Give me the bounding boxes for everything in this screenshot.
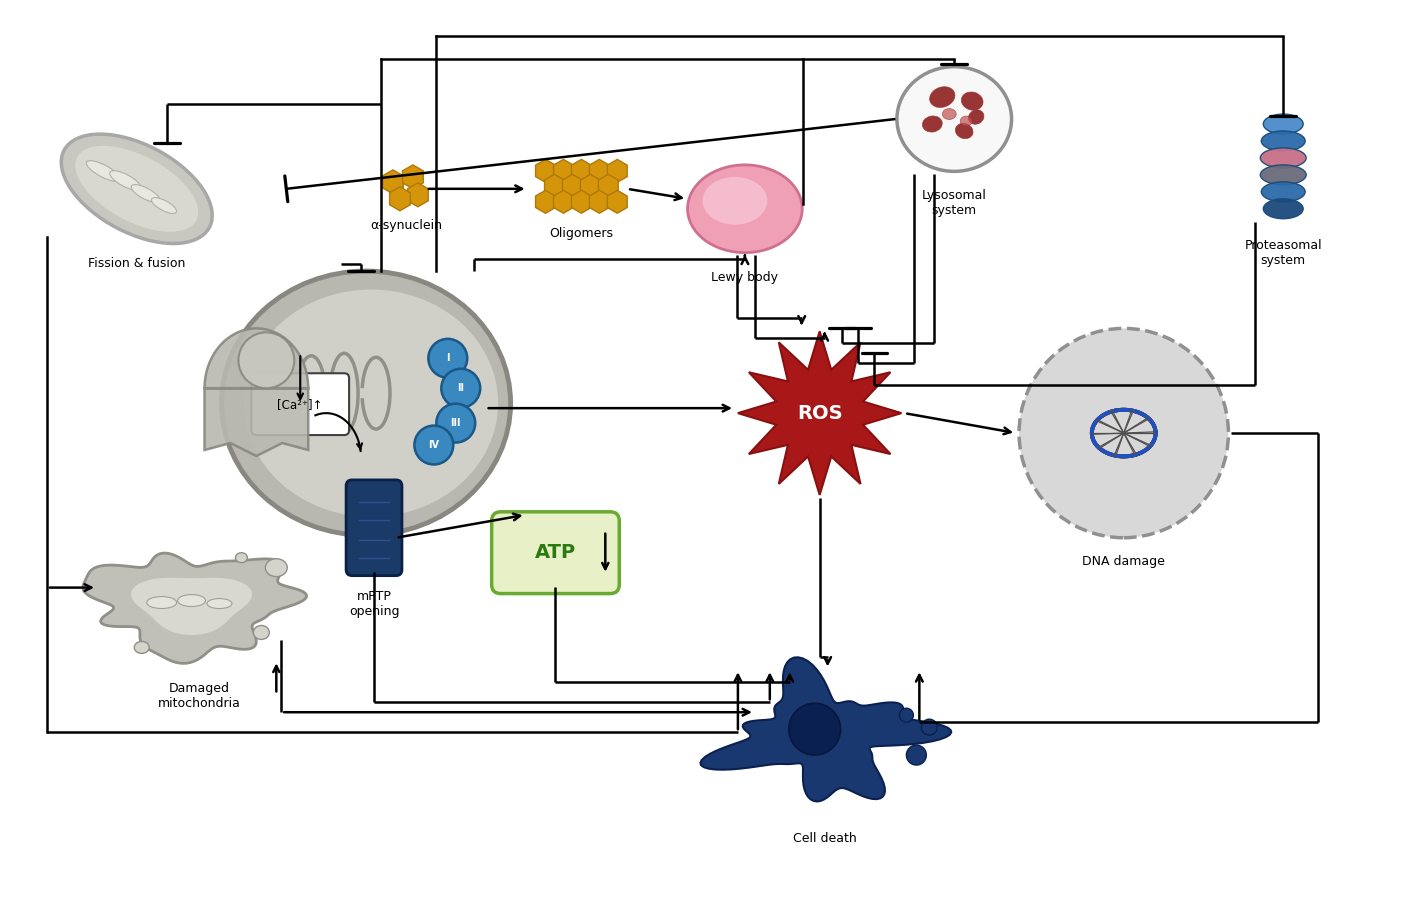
Ellipse shape xyxy=(956,123,973,139)
Text: ROS: ROS xyxy=(797,404,843,423)
Ellipse shape xyxy=(942,109,956,120)
Ellipse shape xyxy=(960,116,973,126)
Polygon shape xyxy=(82,553,306,664)
Polygon shape xyxy=(738,331,902,495)
Polygon shape xyxy=(599,174,619,197)
Polygon shape xyxy=(382,170,404,194)
Polygon shape xyxy=(408,183,428,206)
Ellipse shape xyxy=(969,110,984,124)
Ellipse shape xyxy=(147,596,177,609)
Polygon shape xyxy=(562,174,582,197)
Circle shape xyxy=(922,719,937,735)
Circle shape xyxy=(429,339,467,378)
Polygon shape xyxy=(535,160,555,183)
Circle shape xyxy=(899,708,913,722)
Circle shape xyxy=(789,703,841,755)
Ellipse shape xyxy=(177,594,205,606)
Ellipse shape xyxy=(1263,199,1303,219)
Text: Lysosomal
system: Lysosomal system xyxy=(922,189,987,216)
Polygon shape xyxy=(572,160,592,183)
Text: mPTP
opening: mPTP opening xyxy=(348,590,399,617)
FancyBboxPatch shape xyxy=(252,373,350,436)
Circle shape xyxy=(238,332,295,388)
Polygon shape xyxy=(389,187,411,211)
Ellipse shape xyxy=(702,177,767,225)
Ellipse shape xyxy=(135,642,149,654)
Ellipse shape xyxy=(86,161,120,182)
Ellipse shape xyxy=(244,289,498,517)
Ellipse shape xyxy=(132,184,160,203)
Polygon shape xyxy=(204,329,309,456)
Ellipse shape xyxy=(207,599,232,609)
Ellipse shape xyxy=(265,559,287,577)
Ellipse shape xyxy=(922,116,942,132)
Polygon shape xyxy=(554,160,573,183)
Polygon shape xyxy=(132,578,252,635)
Ellipse shape xyxy=(1262,131,1306,151)
Polygon shape xyxy=(554,190,573,214)
Ellipse shape xyxy=(1260,165,1306,184)
Polygon shape xyxy=(581,174,600,197)
Ellipse shape xyxy=(961,92,983,110)
Polygon shape xyxy=(607,190,627,214)
Polygon shape xyxy=(589,160,609,183)
Text: Fission & fusion: Fission & fusion xyxy=(88,257,185,269)
Ellipse shape xyxy=(1260,148,1306,168)
Circle shape xyxy=(415,425,453,465)
Ellipse shape xyxy=(61,134,212,244)
Text: IV: IV xyxy=(428,440,439,450)
Polygon shape xyxy=(535,190,555,214)
Text: Lewy body: Lewy body xyxy=(711,270,779,284)
FancyBboxPatch shape xyxy=(491,512,619,593)
Ellipse shape xyxy=(1263,114,1303,134)
Ellipse shape xyxy=(688,165,803,253)
Circle shape xyxy=(906,745,926,765)
Text: α-synuclein: α-synuclein xyxy=(370,219,442,232)
Text: Damaged
mitochondria: Damaged mitochondria xyxy=(159,682,241,710)
Ellipse shape xyxy=(109,171,142,190)
Text: II: II xyxy=(457,383,464,394)
Ellipse shape xyxy=(235,552,248,562)
Polygon shape xyxy=(572,190,592,214)
Polygon shape xyxy=(402,165,423,189)
Text: Cell death: Cell death xyxy=(793,832,857,845)
Text: DNA damage: DNA damage xyxy=(1082,555,1165,568)
Ellipse shape xyxy=(152,197,177,214)
Polygon shape xyxy=(545,174,565,197)
Ellipse shape xyxy=(75,146,198,232)
Ellipse shape xyxy=(221,271,511,535)
Text: Proteasomal
system: Proteasomal system xyxy=(1245,238,1323,267)
FancyBboxPatch shape xyxy=(346,480,402,575)
Circle shape xyxy=(436,404,476,443)
Text: ATP: ATP xyxy=(535,543,576,562)
Polygon shape xyxy=(607,160,627,183)
Text: Oligomers: Oligomers xyxy=(549,226,613,240)
Circle shape xyxy=(1020,329,1229,538)
Text: I: I xyxy=(446,353,449,363)
Ellipse shape xyxy=(930,87,954,108)
Ellipse shape xyxy=(1262,182,1306,202)
Polygon shape xyxy=(589,190,609,214)
Text: [Ca²⁺]↑: [Ca²⁺]↑ xyxy=(278,398,323,411)
Polygon shape xyxy=(701,657,952,802)
Ellipse shape xyxy=(896,67,1011,172)
Text: III: III xyxy=(450,418,462,428)
Circle shape xyxy=(442,369,480,407)
Ellipse shape xyxy=(253,625,269,639)
